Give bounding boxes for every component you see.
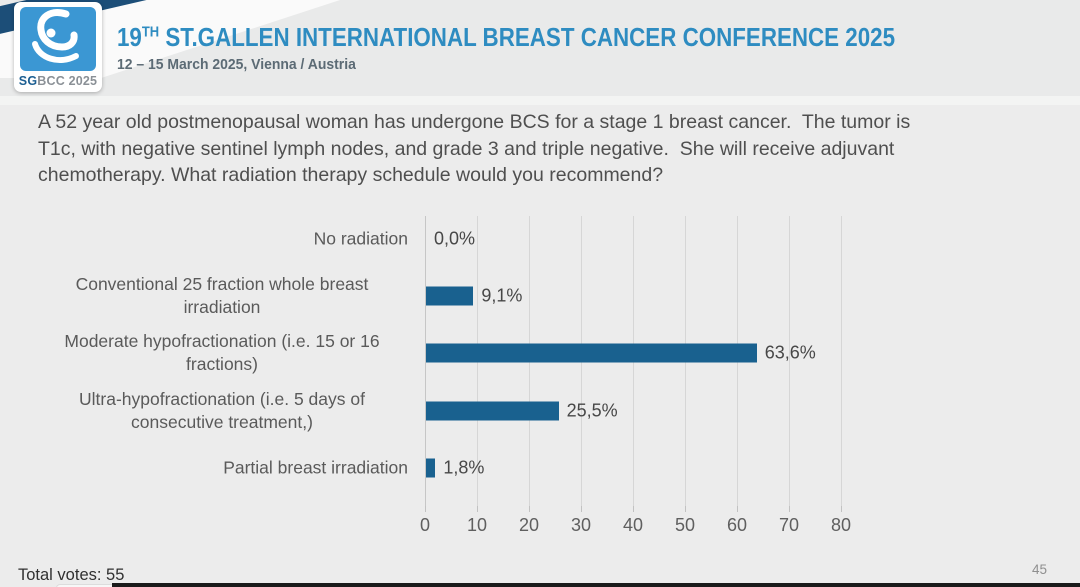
category-label: No radiation <box>30 228 408 251</box>
category-label-text: No radiation <box>313 228 408 249</box>
x-axis-tick <box>685 506 686 512</box>
value-label: 0,0% <box>434 228 476 249</box>
value-label: 1,8% <box>443 457 485 478</box>
x-axis-tick <box>633 506 634 512</box>
x-axis-tick <box>841 506 842 512</box>
category-label-text: Moderate hypofractionation (i.e. 15 or 1… <box>64 331 380 375</box>
category-label: Ultra-hypofractionation (i.e. 5 days of … <box>30 388 408 434</box>
category-label: Partial breast irradiation <box>30 456 408 479</box>
gridline <box>841 216 842 506</box>
x-axis-tick-label: 20 <box>518 515 540 535</box>
category-label-text: Ultra-hypofractionation (i.e. 5 days of … <box>79 388 365 432</box>
x-axis-tick <box>529 506 530 512</box>
category-label-text: Conventional 25 fraction whole breast ir… <box>75 274 369 318</box>
x-axis-tick-label: 60 <box>726 515 748 535</box>
conference-title: 19TH ST.GALLEN INTERNATIONAL BREAST CANC… <box>117 22 896 52</box>
x-axis-tick <box>737 506 738 512</box>
header-divider <box>0 96 1080 105</box>
total-votes: Total votes: 55 <box>18 566 125 584</box>
conference-dates: 12 – 15 March 2025, Vienna / Austria <box>117 56 356 73</box>
bar <box>426 401 559 421</box>
category-label-text: Partial breast irradiation <box>223 457 408 478</box>
x-axis-tick-label: 40 <box>622 515 644 535</box>
x-axis-tick-label: 30 <box>570 515 592 535</box>
sgbcc-logo-square <box>20 7 96 71</box>
x-axis-tick <box>425 506 426 512</box>
x-axis-tick-label: 70 <box>778 515 800 535</box>
value-label: 25,5% <box>566 400 618 421</box>
bottom-strip <box>112 583 1080 587</box>
x-axis-tick <box>477 506 478 512</box>
poll-question: A 52 year old postmenopausal woman has u… <box>38 109 1048 189</box>
x-axis-tick-label: 50 <box>674 515 696 535</box>
sgbcc-logo-swoosh-icon <box>32 9 79 63</box>
x-axis-tick <box>789 506 790 512</box>
bar <box>426 343 757 363</box>
page-number: 45 <box>1032 562 1048 577</box>
gridline <box>425 216 426 506</box>
sgbcc-logo: SGBCC 2025 <box>14 2 102 92</box>
x-axis-tick-label: 0 <box>419 515 431 535</box>
category-label: Moderate hypofractionation (i.e. 15 or 1… <box>30 330 408 376</box>
value-label: 63,6% <box>764 342 816 363</box>
x-axis-tick-label: 80 <box>830 515 852 535</box>
gridline <box>789 216 790 506</box>
poll-question-line: T1c, with negative sentinel lymph nodes,… <box>38 137 895 160</box>
x-axis-tick <box>581 506 582 512</box>
value-label: 9,1% <box>481 285 523 306</box>
poll-question-line: chemotherapy. What radiation therapy sch… <box>38 164 664 186</box>
x-axis-tick-label: 10 <box>466 515 488 535</box>
poll-question-line: A 52 year old postmenopausal woman has u… <box>38 111 911 133</box>
category-label: Conventional 25 fraction whole breast ir… <box>30 273 408 319</box>
sgbcc-logo-label: SGBCC 2025 <box>18 74 98 88</box>
bar <box>426 458 436 478</box>
bar <box>426 286 474 306</box>
